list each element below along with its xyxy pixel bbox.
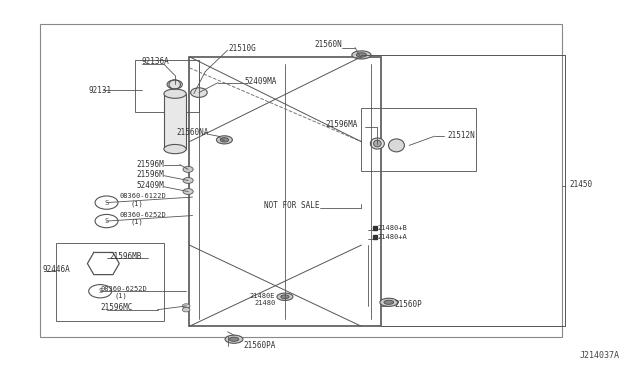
Circle shape <box>182 304 190 308</box>
Text: 21450: 21450 <box>570 180 593 189</box>
Text: 08360-6122D: 08360-6122D <box>119 193 166 199</box>
Ellipse shape <box>380 298 397 307</box>
Text: 21560NA: 21560NA <box>177 128 209 137</box>
Text: 21510G: 21510G <box>228 44 256 53</box>
Text: 21596M: 21596M <box>137 160 164 169</box>
Text: 21560P: 21560P <box>394 300 422 309</box>
Ellipse shape <box>277 293 293 301</box>
Circle shape <box>183 166 193 172</box>
Bar <box>164 94 186 149</box>
Ellipse shape <box>164 89 186 98</box>
Text: (1): (1) <box>131 200 143 206</box>
Text: 21560PA: 21560PA <box>244 341 276 350</box>
Bar <box>40 23 562 337</box>
Text: 52409M: 52409M <box>137 182 164 190</box>
Ellipse shape <box>384 300 394 304</box>
Text: S: S <box>104 218 109 224</box>
Text: (1): (1) <box>115 292 127 299</box>
Text: 92131: 92131 <box>88 86 111 94</box>
Bar <box>135 61 199 112</box>
Ellipse shape <box>220 138 228 142</box>
Ellipse shape <box>216 136 232 144</box>
Text: 21480: 21480 <box>254 300 275 306</box>
Ellipse shape <box>164 144 186 154</box>
Text: 21560N: 21560N <box>314 41 342 49</box>
Text: 52409MA: 52409MA <box>245 77 277 86</box>
Ellipse shape <box>225 335 243 343</box>
Text: 21480+B: 21480+B <box>378 225 407 231</box>
Text: 21596MB: 21596MB <box>109 251 142 261</box>
Text: 08360-6252D: 08360-6252D <box>119 212 166 218</box>
Text: J214037A: J214037A <box>579 350 620 359</box>
Text: 08360-6252D: 08360-6252D <box>100 286 147 292</box>
Text: S: S <box>98 288 102 294</box>
Ellipse shape <box>352 51 371 59</box>
Text: (1): (1) <box>131 219 143 225</box>
Text: 21596MC: 21596MC <box>100 303 132 312</box>
Circle shape <box>167 80 182 89</box>
Text: 21596M: 21596M <box>137 170 164 179</box>
Text: 92446A: 92446A <box>43 265 70 274</box>
Circle shape <box>183 177 193 183</box>
Text: 21480E: 21480E <box>250 293 275 299</box>
Circle shape <box>183 189 193 195</box>
Bar <box>56 243 164 321</box>
Bar <box>189 57 381 326</box>
Text: NOT FOR SALE: NOT FOR SALE <box>264 201 320 211</box>
Ellipse shape <box>281 295 289 299</box>
Ellipse shape <box>374 140 381 147</box>
Text: 21512N: 21512N <box>447 131 475 140</box>
Text: 92136A: 92136A <box>141 57 170 67</box>
Ellipse shape <box>356 53 367 57</box>
Ellipse shape <box>388 139 404 152</box>
Circle shape <box>182 308 190 312</box>
Ellipse shape <box>371 138 385 149</box>
Circle shape <box>191 88 207 97</box>
Text: S: S <box>104 200 109 206</box>
Text: 21480+A: 21480+A <box>378 234 407 240</box>
Bar <box>362 109 476 171</box>
Text: 21596MA: 21596MA <box>326 120 358 129</box>
Ellipse shape <box>229 337 239 341</box>
